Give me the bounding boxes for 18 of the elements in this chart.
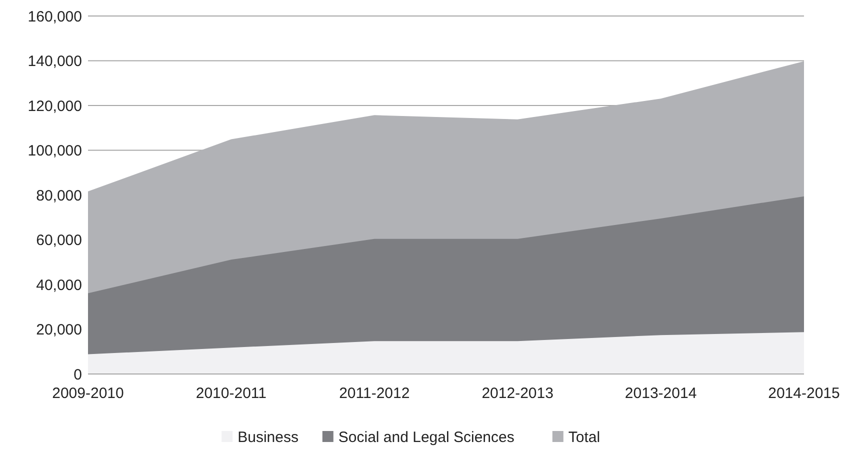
x-tick-label: 2011-2012 xyxy=(339,385,410,402)
x-tick-label: 2009-2010 xyxy=(52,385,124,402)
legend-label: Business xyxy=(238,429,298,446)
x-tick-label: 2010-2011 xyxy=(196,385,267,402)
legend-label: Total xyxy=(568,429,600,446)
x-tick-label: 2013-2014 xyxy=(624,385,697,402)
y-tick-label: 20,000 xyxy=(36,322,82,338)
y-tick-label: 0 xyxy=(74,366,82,384)
y-tick-label: 100,000 xyxy=(28,142,82,160)
y-tick-label: 120,000 xyxy=(28,98,82,115)
y-tick-label: 140,000 xyxy=(28,53,82,70)
y-tick-label: 80,000 xyxy=(36,187,82,204)
legend-label: Social and Legal Sciences xyxy=(338,429,514,446)
y-tick-label: 60,000 xyxy=(36,232,82,249)
x-tick-label: 2012-2013 xyxy=(482,385,554,402)
y-tick-label: 40,000 xyxy=(36,276,82,294)
y-tick-label: 160,000 xyxy=(28,8,82,26)
x-tick-label: 2014-2015 xyxy=(768,385,840,402)
